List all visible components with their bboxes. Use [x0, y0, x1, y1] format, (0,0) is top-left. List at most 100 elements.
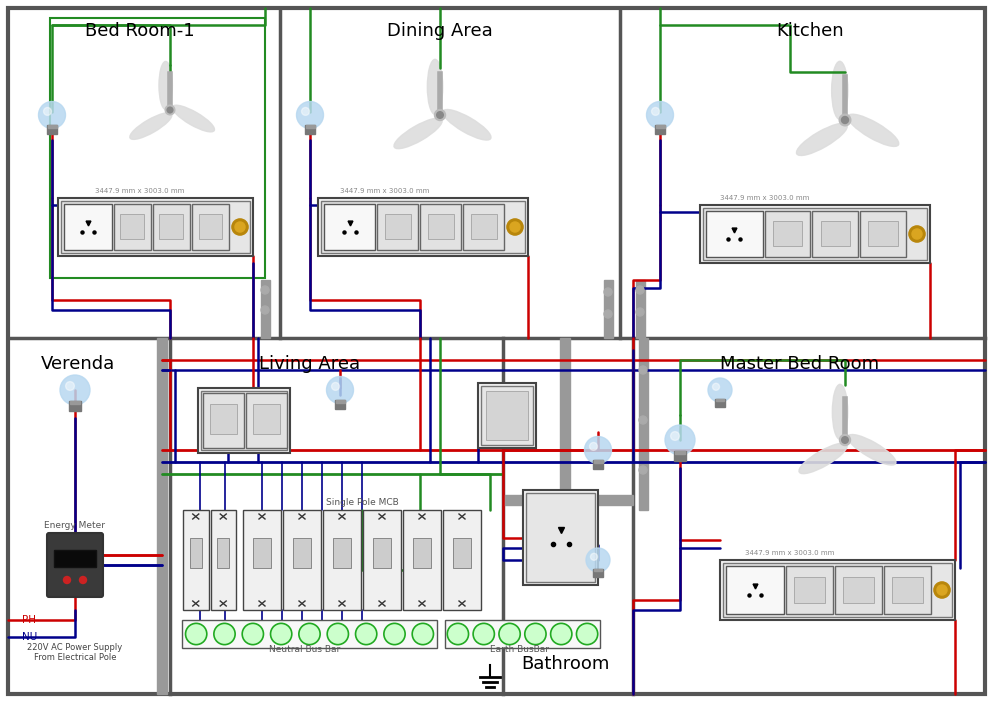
Bar — [54, 550, 96, 567]
Bar — [334, 538, 351, 568]
Bar — [253, 404, 280, 435]
Circle shape — [412, 623, 434, 644]
Circle shape — [909, 226, 925, 242]
Bar — [716, 399, 724, 402]
Circle shape — [636, 308, 644, 316]
Bar — [471, 214, 496, 239]
Bar — [323, 510, 361, 610]
Bar — [48, 125, 57, 128]
Circle shape — [639, 366, 647, 374]
Bar — [385, 214, 411, 239]
Text: Dining Area: Dining Area — [387, 22, 493, 40]
Bar — [199, 214, 222, 239]
Bar — [700, 205, 930, 263]
Text: Bathroom: Bathroom — [520, 655, 609, 673]
Text: 3447.9 mm x 3003.0 mm: 3447.9 mm x 3003.0 mm — [745, 550, 834, 556]
Bar — [843, 576, 874, 603]
Circle shape — [186, 623, 207, 644]
Text: Kitchen: Kitchen — [777, 22, 844, 40]
Ellipse shape — [848, 435, 896, 465]
Bar — [835, 566, 882, 614]
Ellipse shape — [848, 114, 899, 147]
Text: Energy Meter: Energy Meter — [45, 521, 105, 530]
Bar — [820, 221, 850, 246]
Bar — [654, 125, 665, 134]
Ellipse shape — [173, 105, 214, 132]
Bar — [420, 204, 461, 250]
Circle shape — [60, 375, 90, 405]
Ellipse shape — [427, 60, 443, 114]
Bar — [203, 393, 244, 448]
Bar — [638, 338, 647, 510]
Bar — [192, 204, 229, 250]
Circle shape — [639, 416, 647, 424]
Bar — [113, 204, 151, 250]
Bar — [58, 198, 253, 256]
Ellipse shape — [443, 110, 491, 140]
Bar — [786, 566, 833, 614]
Text: Bed Room-1: Bed Room-1 — [85, 22, 195, 40]
Bar — [526, 493, 595, 582]
Circle shape — [261, 286, 269, 294]
Circle shape — [839, 435, 850, 446]
Circle shape — [506, 219, 523, 235]
Circle shape — [355, 623, 376, 644]
Ellipse shape — [832, 384, 848, 439]
Text: Earth BusBar: Earth BusBar — [491, 645, 549, 654]
Bar — [655, 125, 664, 128]
Bar — [50, 18, 265, 278]
Bar — [306, 125, 315, 128]
Bar — [160, 214, 183, 239]
Bar — [243, 510, 281, 610]
Circle shape — [66, 382, 74, 390]
Bar — [293, 538, 311, 568]
Bar — [403, 510, 441, 610]
Circle shape — [299, 623, 320, 644]
Bar — [723, 563, 952, 617]
Bar — [706, 211, 763, 257]
Bar — [636, 280, 644, 338]
Text: Neutral Bus Bar: Neutral Bus Bar — [269, 645, 341, 654]
Circle shape — [708, 378, 732, 402]
Circle shape — [165, 105, 175, 115]
Bar — [715, 399, 725, 406]
Circle shape — [550, 623, 572, 644]
Circle shape — [842, 437, 848, 443]
Ellipse shape — [159, 61, 173, 110]
Text: 3447.9 mm x 3003.0 mm: 3447.9 mm x 3003.0 mm — [95, 188, 185, 194]
Circle shape — [498, 623, 520, 644]
Circle shape — [44, 107, 52, 115]
Text: 220V AC Power Supply
From Electrical Pole: 220V AC Power Supply From Electrical Pol… — [28, 642, 122, 662]
Bar — [443, 510, 481, 610]
Ellipse shape — [832, 61, 848, 119]
Bar — [726, 566, 784, 614]
Circle shape — [937, 585, 947, 595]
Bar — [211, 404, 236, 435]
Bar — [523, 490, 598, 585]
Bar — [720, 560, 955, 620]
Bar — [794, 576, 824, 603]
Bar — [69, 401, 81, 411]
Bar — [675, 451, 685, 454]
Bar — [453, 538, 471, 568]
Bar — [445, 620, 600, 648]
Bar — [335, 400, 346, 409]
Circle shape — [524, 623, 546, 644]
Bar — [765, 211, 810, 257]
Bar — [211, 510, 236, 610]
Bar — [594, 569, 602, 571]
Circle shape — [590, 442, 598, 451]
Bar — [201, 391, 287, 450]
Text: Verenda: Verenda — [41, 355, 115, 373]
Circle shape — [242, 623, 263, 644]
Ellipse shape — [799, 443, 847, 474]
Circle shape — [79, 576, 86, 583]
Bar — [486, 391, 528, 440]
Circle shape — [232, 219, 248, 235]
Bar — [198, 388, 290, 453]
Circle shape — [670, 432, 679, 440]
Bar — [260, 280, 269, 338]
Bar — [363, 510, 401, 610]
Circle shape — [384, 623, 405, 644]
Bar — [190, 538, 202, 568]
